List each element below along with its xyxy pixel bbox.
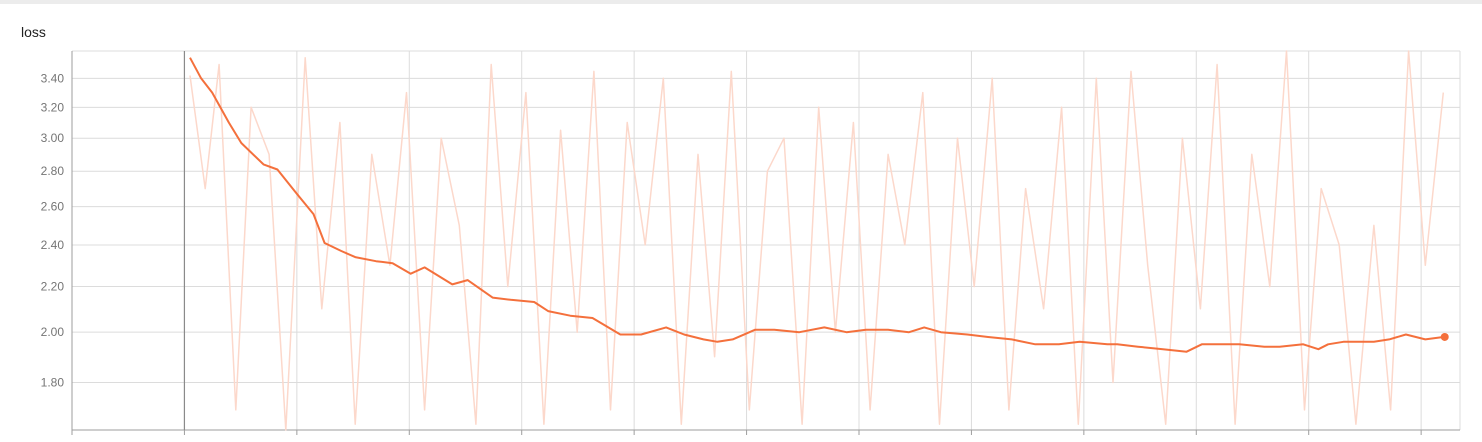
y-tick-label: 3.40 [41,71,65,85]
axes [71,51,1460,435]
grid [71,50,1461,430]
y-tick-label: 3.00 [41,131,65,145]
y-tick-label: 2.80 [41,164,65,178]
y-tick-label: 2.60 [41,200,65,214]
y-tick-label: 3.20 [41,100,65,114]
y-tick-label: 2.40 [41,238,65,252]
top-border [0,0,1482,4]
raw-loss-line [189,50,1445,431]
y-tick-label: 1.80 [41,376,65,390]
last-point-marker [1440,332,1449,341]
y-tick-label: 2.00 [41,325,65,339]
y-tick-label: 2.20 [41,280,65,294]
series-layer [189,50,1449,431]
smoothed-loss-line [189,57,1444,353]
chart-title: loss [21,24,46,40]
y-tick-labels: 1.80 2.00 2.20 2.40 2.60 2.80 3.00 3.20 3.40 [41,71,65,389]
